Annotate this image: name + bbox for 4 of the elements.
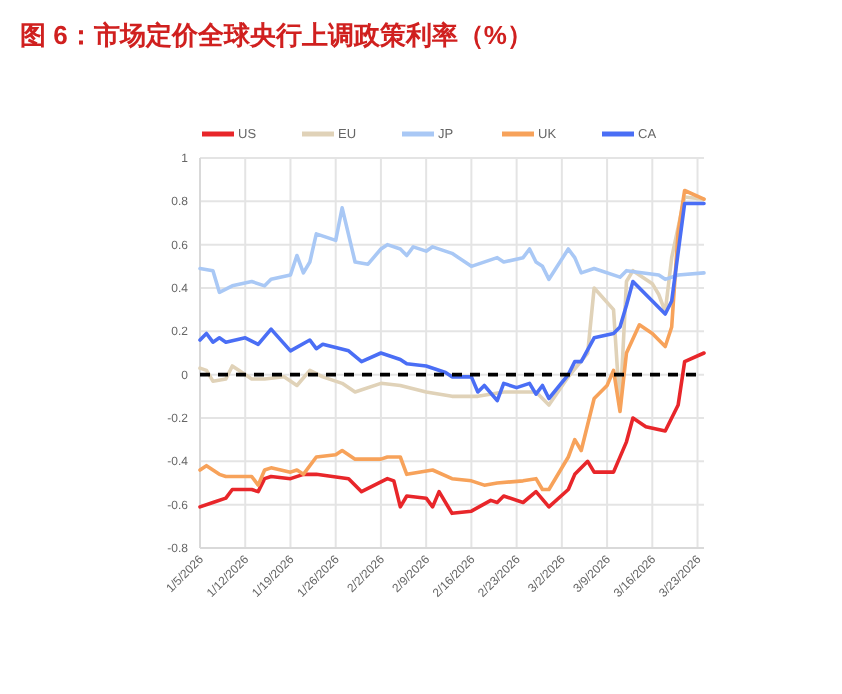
line-series bbox=[198, 206, 706, 295]
line-series bbox=[198, 188, 706, 492]
chart-title: 图 6：市场定价全球央行上调政策利率（%） bbox=[20, 20, 533, 50]
line-series bbox=[198, 351, 706, 516]
